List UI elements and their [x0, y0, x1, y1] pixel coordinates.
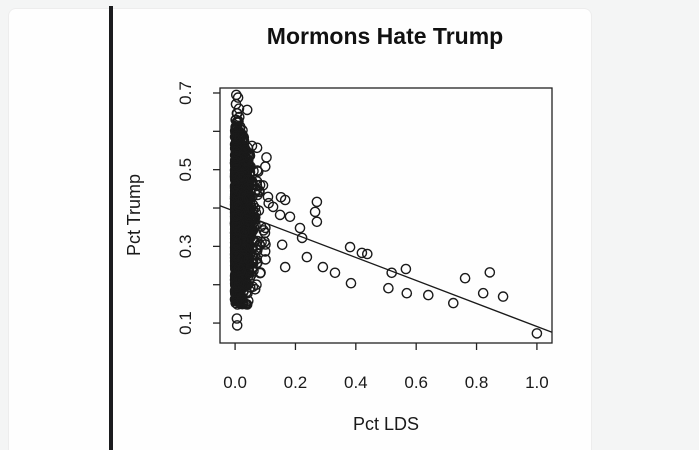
data-point — [329, 267, 341, 279]
data-point — [251, 142, 263, 154]
data-point — [447, 297, 459, 309]
x-tick-label: 0.0 — [223, 373, 247, 392]
data-point — [257, 180, 269, 191]
data-point — [230, 132, 242, 144]
data-point — [231, 313, 243, 324]
data-point — [236, 294, 247, 306]
data-point — [279, 261, 291, 273]
data-point — [296, 232, 308, 244]
data-point — [249, 249, 261, 261]
data-point — [230, 155, 241, 167]
y-tick-label: 0.1 — [176, 311, 195, 335]
data-point — [230, 237, 242, 248]
data-point — [422, 289, 434, 301]
data-point — [311, 216, 323, 228]
data-point — [230, 187, 241, 199]
vertical-divider — [109, 6, 113, 450]
data-point — [231, 320, 243, 331]
data-point — [254, 267, 266, 279]
data-point — [258, 225, 269, 236]
x-tick-label: 0.6 — [404, 373, 428, 392]
y-axis-label: Pct Trump — [124, 174, 144, 256]
data-point — [241, 104, 253, 116]
data-point — [262, 191, 274, 203]
data-point — [284, 211, 296, 223]
y-axis-ticks: 0.1 0.3 0.5 0.7 — [176, 81, 220, 335]
data-point — [230, 121, 241, 133]
data-point — [231, 278, 243, 289]
data-point — [259, 161, 271, 172]
data-point — [311, 196, 323, 208]
chart-title: Mormons Hate Trump — [267, 23, 503, 49]
data-point — [229, 170, 241, 182]
data-point — [276, 239, 288, 251]
data-point — [230, 229, 242, 241]
data-point — [252, 166, 264, 177]
data-point — [231, 217, 243, 229]
y-tick-label: 0.7 — [176, 81, 195, 105]
data-point — [484, 267, 496, 278]
data-point — [345, 277, 357, 289]
data-point — [233, 111, 245, 123]
data-points — [229, 89, 543, 339]
y-tick-label: 0.5 — [176, 158, 195, 182]
data-point — [230, 159, 242, 171]
data-point — [235, 186, 247, 198]
data-point — [231, 244, 242, 255]
data-point — [237, 252, 249, 264]
data-point — [238, 225, 250, 237]
data-point — [247, 204, 259, 216]
data-point — [246, 140, 258, 152]
regression-line — [219, 205, 553, 333]
data-point — [254, 239, 266, 251]
data-point — [232, 92, 244, 103]
data-point — [356, 247, 368, 259]
content-card — [8, 8, 592, 450]
data-point — [459, 272, 471, 284]
data-point — [249, 202, 261, 214]
data-point — [233, 262, 245, 274]
data-point — [229, 250, 241, 262]
data-point — [279, 194, 291, 206]
data-point — [400, 263, 412, 275]
y-tick-label: 0.3 — [176, 235, 195, 259]
data-point — [232, 209, 244, 221]
plot-box — [219, 87, 553, 344]
data-point — [383, 282, 394, 294]
x-tick-label: 0.8 — [465, 373, 489, 392]
data-point — [401, 287, 413, 299]
data-point — [361, 248, 373, 260]
data-point — [243, 193, 255, 204]
data-point — [235, 265, 247, 276]
data-point — [497, 291, 509, 302]
data-point — [531, 328, 543, 339]
data-point — [259, 227, 271, 239]
data-point — [309, 206, 321, 218]
x-axis-ticks: 0.0 0.2 0.4 0.6 0.8 1.0 — [223, 343, 549, 392]
x-tick-label: 0.2 — [284, 373, 308, 392]
data-point — [230, 176, 242, 188]
data-point — [301, 251, 313, 263]
data-point — [294, 222, 306, 234]
data-point — [231, 281, 243, 293]
data-point — [267, 201, 279, 213]
data-point — [234, 121, 246, 133]
x-tick-label: 0.4 — [344, 373, 368, 392]
data-point — [317, 261, 329, 273]
x-axis-label: Pct LDS — [353, 414, 419, 434]
data-point — [274, 209, 286, 221]
data-point — [477, 287, 489, 299]
data-point — [344, 241, 356, 253]
x-tick-label: 1.0 — [525, 373, 549, 392]
data-point — [261, 152, 272, 163]
